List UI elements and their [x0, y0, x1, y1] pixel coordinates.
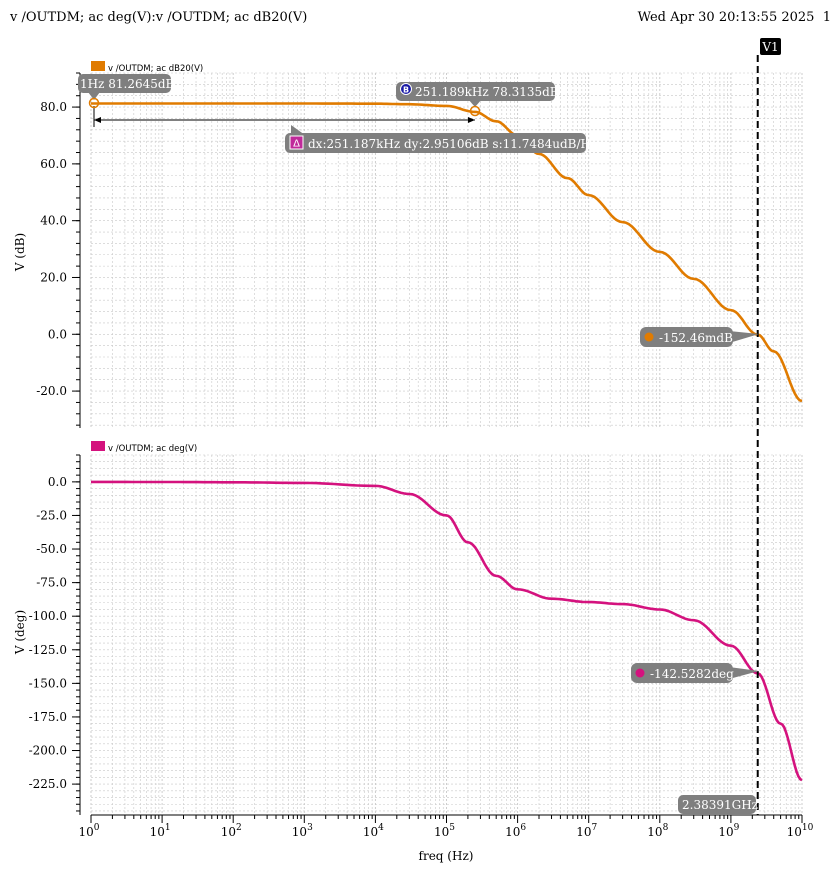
x-tick-label: 109: [718, 823, 739, 839]
phase-y-tick-label: 0.0: [48, 475, 67, 489]
x-tick-label: 100: [78, 823, 99, 839]
db-y-tick-label: 20.0: [40, 270, 67, 284]
db-y-tick-label: 0.0: [48, 327, 67, 341]
x-tick-label: 105: [434, 823, 455, 839]
delta-icon-badge: [289, 135, 304, 150]
marker-b-readout: 251.189kHz 78.3135dB: [415, 85, 559, 99]
phase-y-ticks: 0.0 -25.0 -50.0 -75.0 -100.0 -125.0 -150.0 -175…: [29, 454, 81, 815]
x-tick-label: 1010: [787, 823, 814, 839]
marker-b-callout-box: [396, 82, 555, 101]
cursor-deg-callout-box: [631, 663, 733, 683]
cursor-deg-pointer: [729, 667, 759, 679]
db-y-tick-label: 60.0: [40, 157, 67, 171]
marker-b-point[interactable]: [469, 105, 481, 117]
phase-y-tick-label: -75.0: [36, 576, 67, 590]
x-tick-label: 103: [292, 823, 313, 839]
delta-arrow-left: [94, 117, 101, 123]
cursor-v1[interactable]: V1 2.38391GHz -152.46mdB -142.5282deg: [631, 38, 781, 815]
db-y-tick-label: 40.0: [40, 214, 67, 228]
phase-y-tick-label: -100.0: [29, 609, 67, 623]
phase-grid: [90, 454, 803, 815]
delta-arrow-right: [468, 117, 475, 123]
phase-series-line: [91, 480, 803, 782]
cursor-deg-readout: -142.5282deg: [650, 667, 734, 681]
phase-y-tick-label: -125.0: [29, 643, 67, 657]
x-tick-label: 106: [505, 823, 526, 839]
delta-callout-pointer: [291, 125, 305, 135]
phase-legend-swatch: [91, 441, 105, 451]
db-y-axis-title: V (dB): [13, 233, 27, 272]
delta-callout-box: [285, 133, 586, 153]
db-grid: [90, 72, 803, 428]
cursor-db-readout: -152.46mdB: [659, 331, 733, 345]
marker-a-point[interactable]: [88, 97, 100, 109]
marker-a-pointer: [88, 92, 100, 100]
marker-a-readout: 1Hz 81.2645dB: [80, 77, 175, 91]
phase-y-tick-label: -150.0: [29, 676, 67, 690]
timestamp: Wed Apr 30 20:13:55 2025: [637, 10, 815, 25]
db-legend-swatch: [91, 61, 105, 71]
marker-b-icon-badge: [400, 83, 412, 95]
cursor-deg-dot: [635, 668, 645, 678]
phase-y-tick-label: -50.0: [36, 542, 67, 556]
page-number: 1: [822, 10, 831, 25]
phase-y-tick-label: -225.0: [29, 777, 67, 791]
x-tick-label: 104: [363, 823, 384, 839]
cursor-tag-box[interactable]: [760, 38, 781, 55]
marker-b[interactable]: B 251.189kHz 78.3135dB: [396, 82, 559, 117]
cursor-db-dot: [644, 332, 654, 342]
plot-title: v /OUTDM; ac deg(V):v /OUTDM; ac dB20(V): [10, 10, 308, 25]
phase-y-axis-title: V (deg): [13, 610, 27, 655]
marker-a-callout-box: [78, 74, 171, 93]
delta-readout: dx:251.187kHz dy:2.95106dB s:11.7484udB/…: [308, 137, 597, 151]
x-tick-label: 108: [647, 823, 668, 839]
delta-icon: Δ: [293, 139, 300, 150]
x-tick-label: 107: [576, 823, 597, 839]
cursor-tag-label: V1: [761, 40, 778, 54]
x-axis-title: freq (Hz): [419, 849, 474, 863]
x-tick-label: 102: [221, 823, 242, 839]
x-axis-ticks: 100 101 102 103 104 105 106 107 108 109 1010: [78, 814, 814, 839]
db-y-tick-label: 80.0: [40, 100, 67, 114]
cursor-freq-readout: 2.38391GHz: [682, 798, 758, 812]
db-panel[interactable]: 80.0 60.0 40.0 20.0 0.0 -20.0 v /OUTDM; ac dB…: [13, 61, 803, 428]
phase-y-tick-label: -25.0: [36, 508, 67, 522]
db-y-ticks: 80.0 60.0 40.0 20.0 0.0 -20.0: [36, 72, 81, 428]
marker-a[interactable]: 1Hz 81.2645dB: [78, 74, 175, 109]
delta-measurement[interactable]: Δ dx:251.187kHz dy:2.95106dB s:11.7484ud…: [93, 106, 597, 153]
phase-panel[interactable]: 0.0 -25.0 -50.0 -75.0 -100.0 -125.0 -150.0 -175…: [13, 441, 803, 815]
phase-legend-label: v /OUTDM; ac deg(V): [108, 444, 197, 454]
marker-b-icon: B: [403, 86, 409, 95]
phase-y-tick-label: -200.0: [29, 744, 67, 758]
cursor-freq-box: [678, 795, 756, 814]
cursor-db-callout-box: [640, 327, 733, 347]
phase-y-tick-label: -175.0: [29, 710, 67, 724]
header-right: Wed Apr 30 20:13:55 2025 1: [638, 10, 831, 25]
x-tick-label: 101: [150, 823, 171, 839]
db-legend-label: v /OUTDM; ac dB20(V): [108, 64, 203, 74]
cursor-db-pointer: [729, 331, 759, 343]
db-y-tick-label: -20.0: [36, 384, 67, 398]
